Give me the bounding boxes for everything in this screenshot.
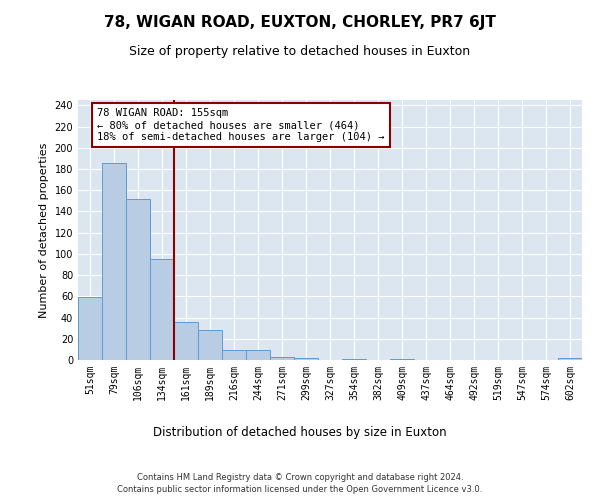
Text: Distribution of detached houses by size in Euxton: Distribution of detached houses by size … [153, 426, 447, 439]
Bar [558, 358, 582, 360]
Bar [198, 330, 222, 360]
Text: 78 WIGAN ROAD: 155sqm
← 80% of detached houses are smaller (464)
18% of semi-det: 78 WIGAN ROAD: 155sqm ← 80% of detached … [97, 108, 385, 142]
Bar [294, 358, 318, 360]
Text: Size of property relative to detached houses in Euxton: Size of property relative to detached ho… [130, 45, 470, 58]
Bar [270, 357, 294, 360]
Text: 78, WIGAN ROAD, EUXTON, CHORLEY, PR7 6JT: 78, WIGAN ROAD, EUXTON, CHORLEY, PR7 6JT [104, 15, 496, 30]
Bar [390, 359, 414, 360]
Bar [150, 259, 174, 360]
Y-axis label: Number of detached properties: Number of detached properties [39, 142, 49, 318]
Bar [102, 162, 126, 360]
Bar [78, 298, 102, 360]
Bar [174, 322, 198, 360]
Bar [126, 198, 150, 360]
Text: Contains HM Land Registry data © Crown copyright and database right 2024.
Contai: Contains HM Land Registry data © Crown c… [118, 472, 482, 494]
Bar [222, 350, 246, 360]
Bar [246, 350, 270, 360]
Bar [342, 359, 366, 360]
